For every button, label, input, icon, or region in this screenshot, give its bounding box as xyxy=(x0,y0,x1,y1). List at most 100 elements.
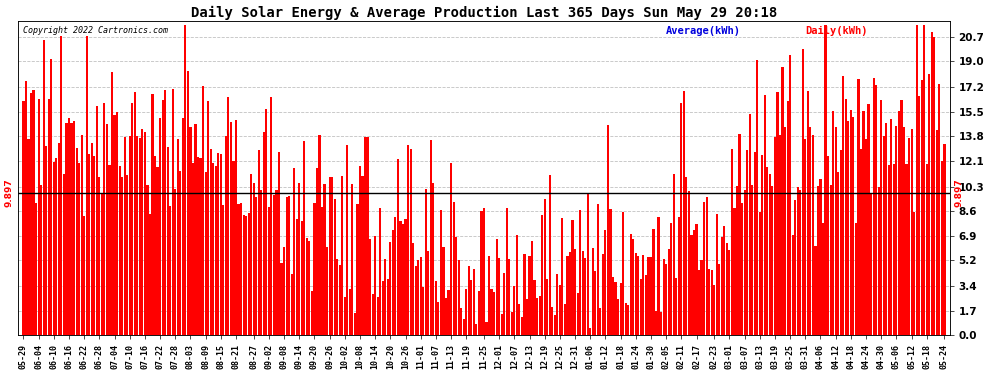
Bar xyxy=(488,255,490,335)
Bar xyxy=(475,324,477,335)
Bar xyxy=(462,319,464,335)
Bar xyxy=(748,114,750,335)
Bar xyxy=(534,280,536,335)
Bar xyxy=(60,36,62,335)
Bar xyxy=(364,137,366,335)
Bar xyxy=(425,189,427,335)
Bar xyxy=(184,25,186,335)
Bar xyxy=(815,246,817,335)
Bar xyxy=(246,216,248,335)
Bar xyxy=(531,241,534,335)
Bar xyxy=(548,175,550,335)
Bar xyxy=(278,152,280,335)
Bar xyxy=(438,302,440,335)
Bar xyxy=(652,228,654,335)
Bar xyxy=(675,278,677,335)
Bar xyxy=(132,103,134,335)
Bar xyxy=(166,147,168,335)
Bar xyxy=(558,285,561,335)
Bar xyxy=(503,273,505,335)
Bar xyxy=(888,165,890,335)
Bar xyxy=(797,187,799,335)
Bar xyxy=(594,271,596,335)
Bar xyxy=(931,32,933,335)
Bar xyxy=(399,221,402,335)
Bar xyxy=(630,234,632,335)
Bar xyxy=(485,322,487,335)
Bar xyxy=(576,293,579,335)
Bar xyxy=(672,174,675,335)
Bar xyxy=(921,80,923,335)
Bar xyxy=(33,90,35,335)
Bar xyxy=(589,328,591,335)
Bar xyxy=(862,111,864,335)
Bar xyxy=(402,224,404,335)
Bar xyxy=(57,143,60,335)
Bar xyxy=(693,230,695,335)
Bar xyxy=(46,146,48,335)
Bar xyxy=(159,118,161,335)
Bar xyxy=(374,237,376,335)
Bar xyxy=(830,186,832,335)
Bar xyxy=(880,100,882,335)
Bar xyxy=(726,243,728,335)
Bar xyxy=(55,159,57,335)
Bar xyxy=(599,308,602,335)
Bar xyxy=(308,241,311,335)
Bar xyxy=(688,190,690,335)
Bar xyxy=(913,212,915,335)
Bar xyxy=(148,214,151,335)
Bar xyxy=(223,204,225,335)
Bar xyxy=(389,242,391,335)
Bar xyxy=(285,197,288,335)
Bar xyxy=(566,256,568,335)
Bar xyxy=(561,218,563,335)
Bar xyxy=(584,258,586,335)
Bar xyxy=(794,200,796,335)
Bar xyxy=(215,166,217,335)
Bar xyxy=(911,129,913,335)
Bar xyxy=(337,260,339,335)
Bar xyxy=(680,103,682,335)
Bar xyxy=(574,249,576,335)
Bar xyxy=(923,25,926,335)
Bar xyxy=(716,214,718,335)
Bar xyxy=(124,136,126,335)
Bar xyxy=(243,215,245,335)
Bar xyxy=(592,248,594,335)
Bar xyxy=(369,239,371,335)
Bar xyxy=(506,209,508,335)
Bar xyxy=(189,126,191,335)
Bar xyxy=(470,280,472,335)
Bar xyxy=(233,160,235,335)
Bar xyxy=(303,141,305,335)
Bar xyxy=(524,254,526,335)
Bar xyxy=(83,216,85,335)
Bar xyxy=(867,104,869,335)
Bar xyxy=(387,279,389,335)
Bar xyxy=(854,223,857,335)
Bar xyxy=(220,154,222,335)
Bar xyxy=(838,172,840,335)
Bar xyxy=(460,308,462,335)
Bar xyxy=(142,129,144,335)
Bar xyxy=(842,76,844,335)
Bar xyxy=(734,208,736,335)
Bar xyxy=(769,174,771,335)
Bar xyxy=(865,138,867,335)
Bar xyxy=(644,275,647,335)
Bar xyxy=(870,194,872,335)
Bar xyxy=(334,199,336,335)
Bar xyxy=(465,289,467,335)
Bar xyxy=(556,274,558,335)
Bar xyxy=(643,255,644,335)
Bar xyxy=(106,124,108,335)
Bar xyxy=(667,249,670,335)
Bar xyxy=(415,266,417,335)
Bar xyxy=(111,72,113,335)
Bar xyxy=(779,135,781,335)
Bar xyxy=(840,150,842,335)
Bar xyxy=(161,100,163,335)
Bar xyxy=(156,166,158,335)
Bar xyxy=(260,189,262,335)
